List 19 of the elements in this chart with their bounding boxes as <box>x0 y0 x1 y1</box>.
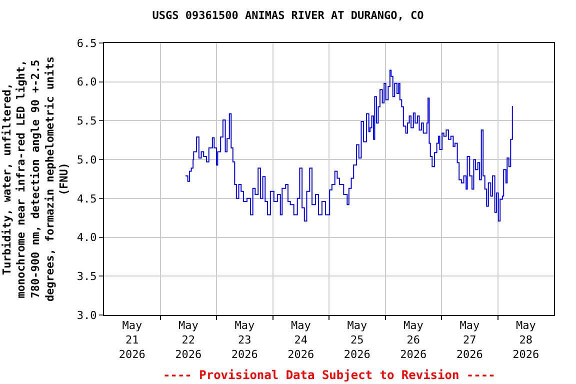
x-tick-label: May 26 2026 <box>400 319 427 361</box>
y-tick-label: 4.5 <box>76 192 97 206</box>
y-tick-label: 6.0 <box>76 76 97 89</box>
x-tick-label: May 22 2026 <box>175 319 202 361</box>
x-tick-label: May 27 2026 <box>456 319 483 361</box>
y-tick-label: 6.5 <box>76 36 97 50</box>
y-tick-label: 3.0 <box>76 308 97 322</box>
x-tick-label: May 24 2026 <box>288 319 314 361</box>
x-tick-label: May 23 2026 <box>231 319 258 361</box>
y-tick-label: 4.0 <box>76 231 97 244</box>
y-tick-label: 3.5 <box>76 270 97 283</box>
text: ---- Provisional Data Subject to Revision ---- <box>163 368 496 382</box>
x-tick-label: May 25 2026 <box>344 319 370 361</box>
x-tick-label: May 28 2026 <box>512 319 540 361</box>
chart-title: USGS 09361500 ANIMAS RIVER AT DURANGO, CO <box>152 9 424 22</box>
y-tick-label: 5.5 <box>76 114 97 128</box>
y-axis-title: Turbidity, water, unfiltered, monochrome near infra-red LED light, 780-900 nm, detection angle 90 +-2.5 degrees, formazin nephelometric units (FNU) <box>0 56 71 302</box>
y-tick-label: 5.0 <box>76 153 97 166</box>
x-tick-label: May 21 2026 <box>118 319 146 361</box>
